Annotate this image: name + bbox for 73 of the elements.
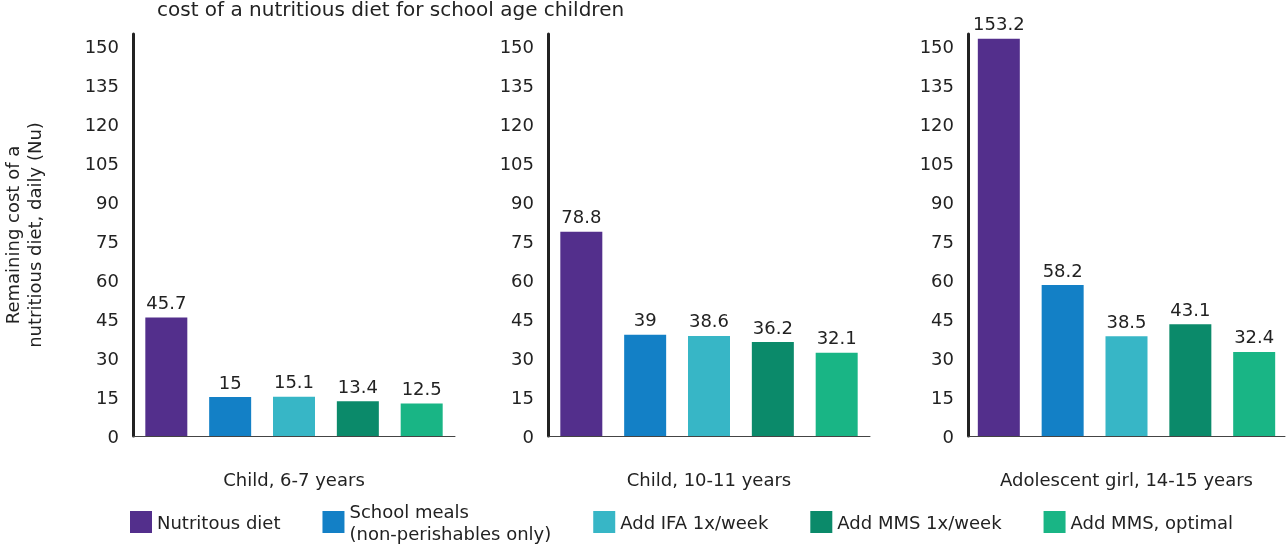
y-tick-label: 60 xyxy=(96,269,119,291)
data-label: 38.5 xyxy=(1106,310,1147,332)
bar xyxy=(977,38,1020,436)
x-axis-title: Child, 10-11 years xyxy=(626,468,792,490)
data-label: 12.5 xyxy=(401,378,442,400)
y-tick-label: 120 xyxy=(499,114,534,136)
bar xyxy=(624,334,667,436)
bar xyxy=(560,231,603,436)
y-tick-label: 0 xyxy=(107,425,119,447)
y-tick-label: 105 xyxy=(919,153,954,175)
y-tick-label: 45 xyxy=(511,308,534,330)
bar xyxy=(1041,285,1084,436)
y-tick-label: 15 xyxy=(931,386,954,408)
y-tick-label: 0 xyxy=(942,425,954,447)
y-tick-label: 45 xyxy=(96,308,119,330)
data-label: 15 xyxy=(218,371,242,393)
legend-label: Nutritous diet xyxy=(157,511,281,533)
x-axis-title: Adolescent girl, 14-15 years xyxy=(1000,468,1253,490)
y-tick-label: 60 xyxy=(511,269,534,291)
bar xyxy=(209,397,252,436)
chart-title: cost of a nutritious diet for school age children xyxy=(157,0,625,21)
data-label: 15.1 xyxy=(273,371,315,393)
y-tick-label: 105 xyxy=(499,153,534,175)
y-tick-label: 30 xyxy=(96,347,119,369)
data-label: 38.6 xyxy=(688,310,730,332)
y-tick-label: 90 xyxy=(511,192,534,214)
bar xyxy=(400,403,443,436)
bar xyxy=(688,335,730,436)
data-label: 36.2 xyxy=(752,316,793,338)
legend-label: Add MMS, optimal xyxy=(1070,511,1234,533)
y-tick-label: 30 xyxy=(511,347,534,369)
y-tick-label: 105 xyxy=(84,153,119,175)
bar xyxy=(751,342,794,436)
y-tick-label: 60 xyxy=(931,269,954,291)
x-axis-title: Child, 6-7 years xyxy=(223,468,365,490)
y-tick-label: 150 xyxy=(919,36,954,58)
y-tick-label: 75 xyxy=(931,230,954,252)
y-tick-label: 0 xyxy=(522,425,534,447)
y-tick-label: 120 xyxy=(919,114,954,136)
bar xyxy=(336,401,379,436)
data-label: 78.8 xyxy=(561,206,602,228)
bar xyxy=(145,317,188,436)
data-label: 13.4 xyxy=(337,375,378,397)
y-tick-label: 135 xyxy=(84,75,119,97)
data-label: 58.2 xyxy=(1042,259,1083,281)
data-label: 39 xyxy=(633,309,657,331)
bar xyxy=(273,396,315,436)
data-label: 32.4 xyxy=(1234,326,1275,348)
y-tick-label: 150 xyxy=(84,36,119,58)
bar xyxy=(1105,336,1148,436)
bar xyxy=(1169,324,1212,436)
y-tick-label: 90 xyxy=(931,192,954,214)
bar xyxy=(1233,351,1276,436)
legend-label: Add MMS 1x/week xyxy=(837,511,1003,533)
y-tick-label: 90 xyxy=(96,192,119,214)
y-axis-title: Remaining cost of a nutritious diet, daily (Nu) xyxy=(1,122,45,348)
y-tick-label: 135 xyxy=(499,75,534,97)
y-tick-label: 75 xyxy=(511,230,534,252)
legend-label: School meals (non-perishables only) xyxy=(349,500,552,544)
data-label: 45.7 xyxy=(146,291,187,313)
y-tick-label: 135 xyxy=(919,75,954,97)
y-tick-label: 45 xyxy=(931,308,954,330)
legend-label: Add IFA 1x/week xyxy=(620,511,769,533)
y-tick-label: 75 xyxy=(96,230,119,252)
y-tick-label: 150 xyxy=(499,36,534,58)
y-tick-label: 15 xyxy=(96,386,119,408)
data-label: 32.1 xyxy=(816,327,857,349)
bar xyxy=(815,352,858,436)
y-tick-label: 15 xyxy=(511,386,534,408)
y-tick-label: 120 xyxy=(84,114,119,136)
y-tick-label: 30 xyxy=(931,347,954,369)
data-label: 153.2 xyxy=(973,13,1025,35)
data-label: 43.1 xyxy=(1170,298,1211,320)
